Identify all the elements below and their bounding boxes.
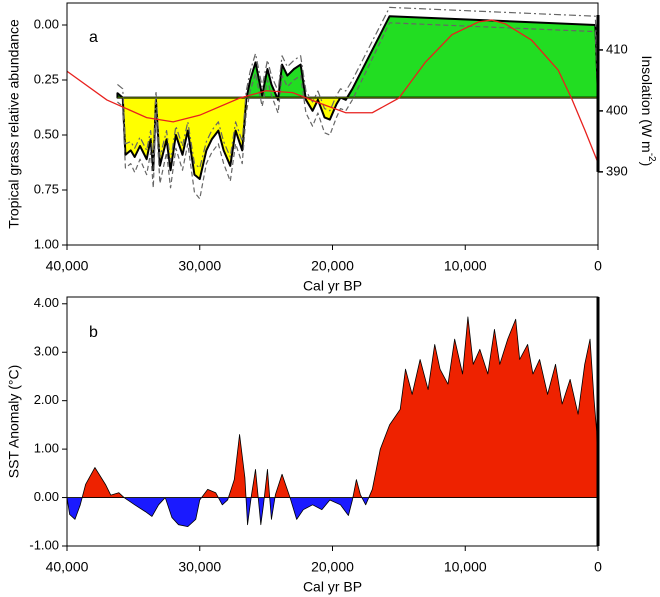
- x-tick-label: 30,000: [178, 559, 221, 575]
- band-line: [117, 6, 599, 169]
- x-axis-label: Cal yr BP: [303, 579, 362, 595]
- y2-label-part: -2: [646, 153, 657, 162]
- x-tick-label: 40,000: [46, 559, 89, 575]
- y-axis-label: SST Anomaly (°C): [6, 365, 22, 478]
- x-axis-label: Cal yr BP: [303, 278, 362, 294]
- x-tick-label: 0: [594, 559, 602, 575]
- y-tick-label: 2.00: [34, 392, 59, 407]
- y-axis-label: Tropical grass relative abundance: [6, 19, 22, 229]
- area: [66, 316, 599, 528]
- y2-tick-label: 400: [606, 102, 628, 117]
- x-tick-label: 20,000: [311, 559, 354, 575]
- y-tick-label: -1.00: [29, 537, 59, 552]
- insolation-line: [66, 19, 599, 163]
- x-tick-label: 20,000: [311, 258, 354, 274]
- x-tick-label: 10,000: [444, 559, 487, 575]
- y2-label-part: ): [639, 162, 655, 167]
- band-line: [117, 22, 599, 200]
- y-tick-label: 0.00: [34, 489, 59, 504]
- y-tick-label: 1.00: [34, 441, 59, 456]
- x-tick-label: 10,000: [444, 258, 487, 274]
- y-tick-label: 0.50: [34, 126, 59, 141]
- x-tick-label: 30,000: [178, 258, 221, 274]
- y-tick-label: 3.00: [34, 344, 59, 359]
- panel-label: a: [89, 29, 98, 46]
- panel-label: b: [89, 324, 98, 341]
- x-tick-label: 40,000: [46, 258, 89, 274]
- y-tick-label: 4.00: [34, 295, 59, 310]
- y-tick-label: 0.75: [34, 181, 59, 196]
- y2-tick-label: 410: [606, 41, 628, 56]
- y2-axis-label: Insolation (W m-2): [639, 55, 657, 166]
- y-tick-label: 1.00: [34, 236, 59, 251]
- x-tick-label: 0: [594, 258, 602, 274]
- y2-tick-label: 390: [606, 163, 628, 178]
- y2-label-part: Insolation (W m: [639, 55, 655, 152]
- y-tick-label: 0.25: [34, 71, 59, 86]
- y-tick-label: 0.00: [34, 16, 59, 31]
